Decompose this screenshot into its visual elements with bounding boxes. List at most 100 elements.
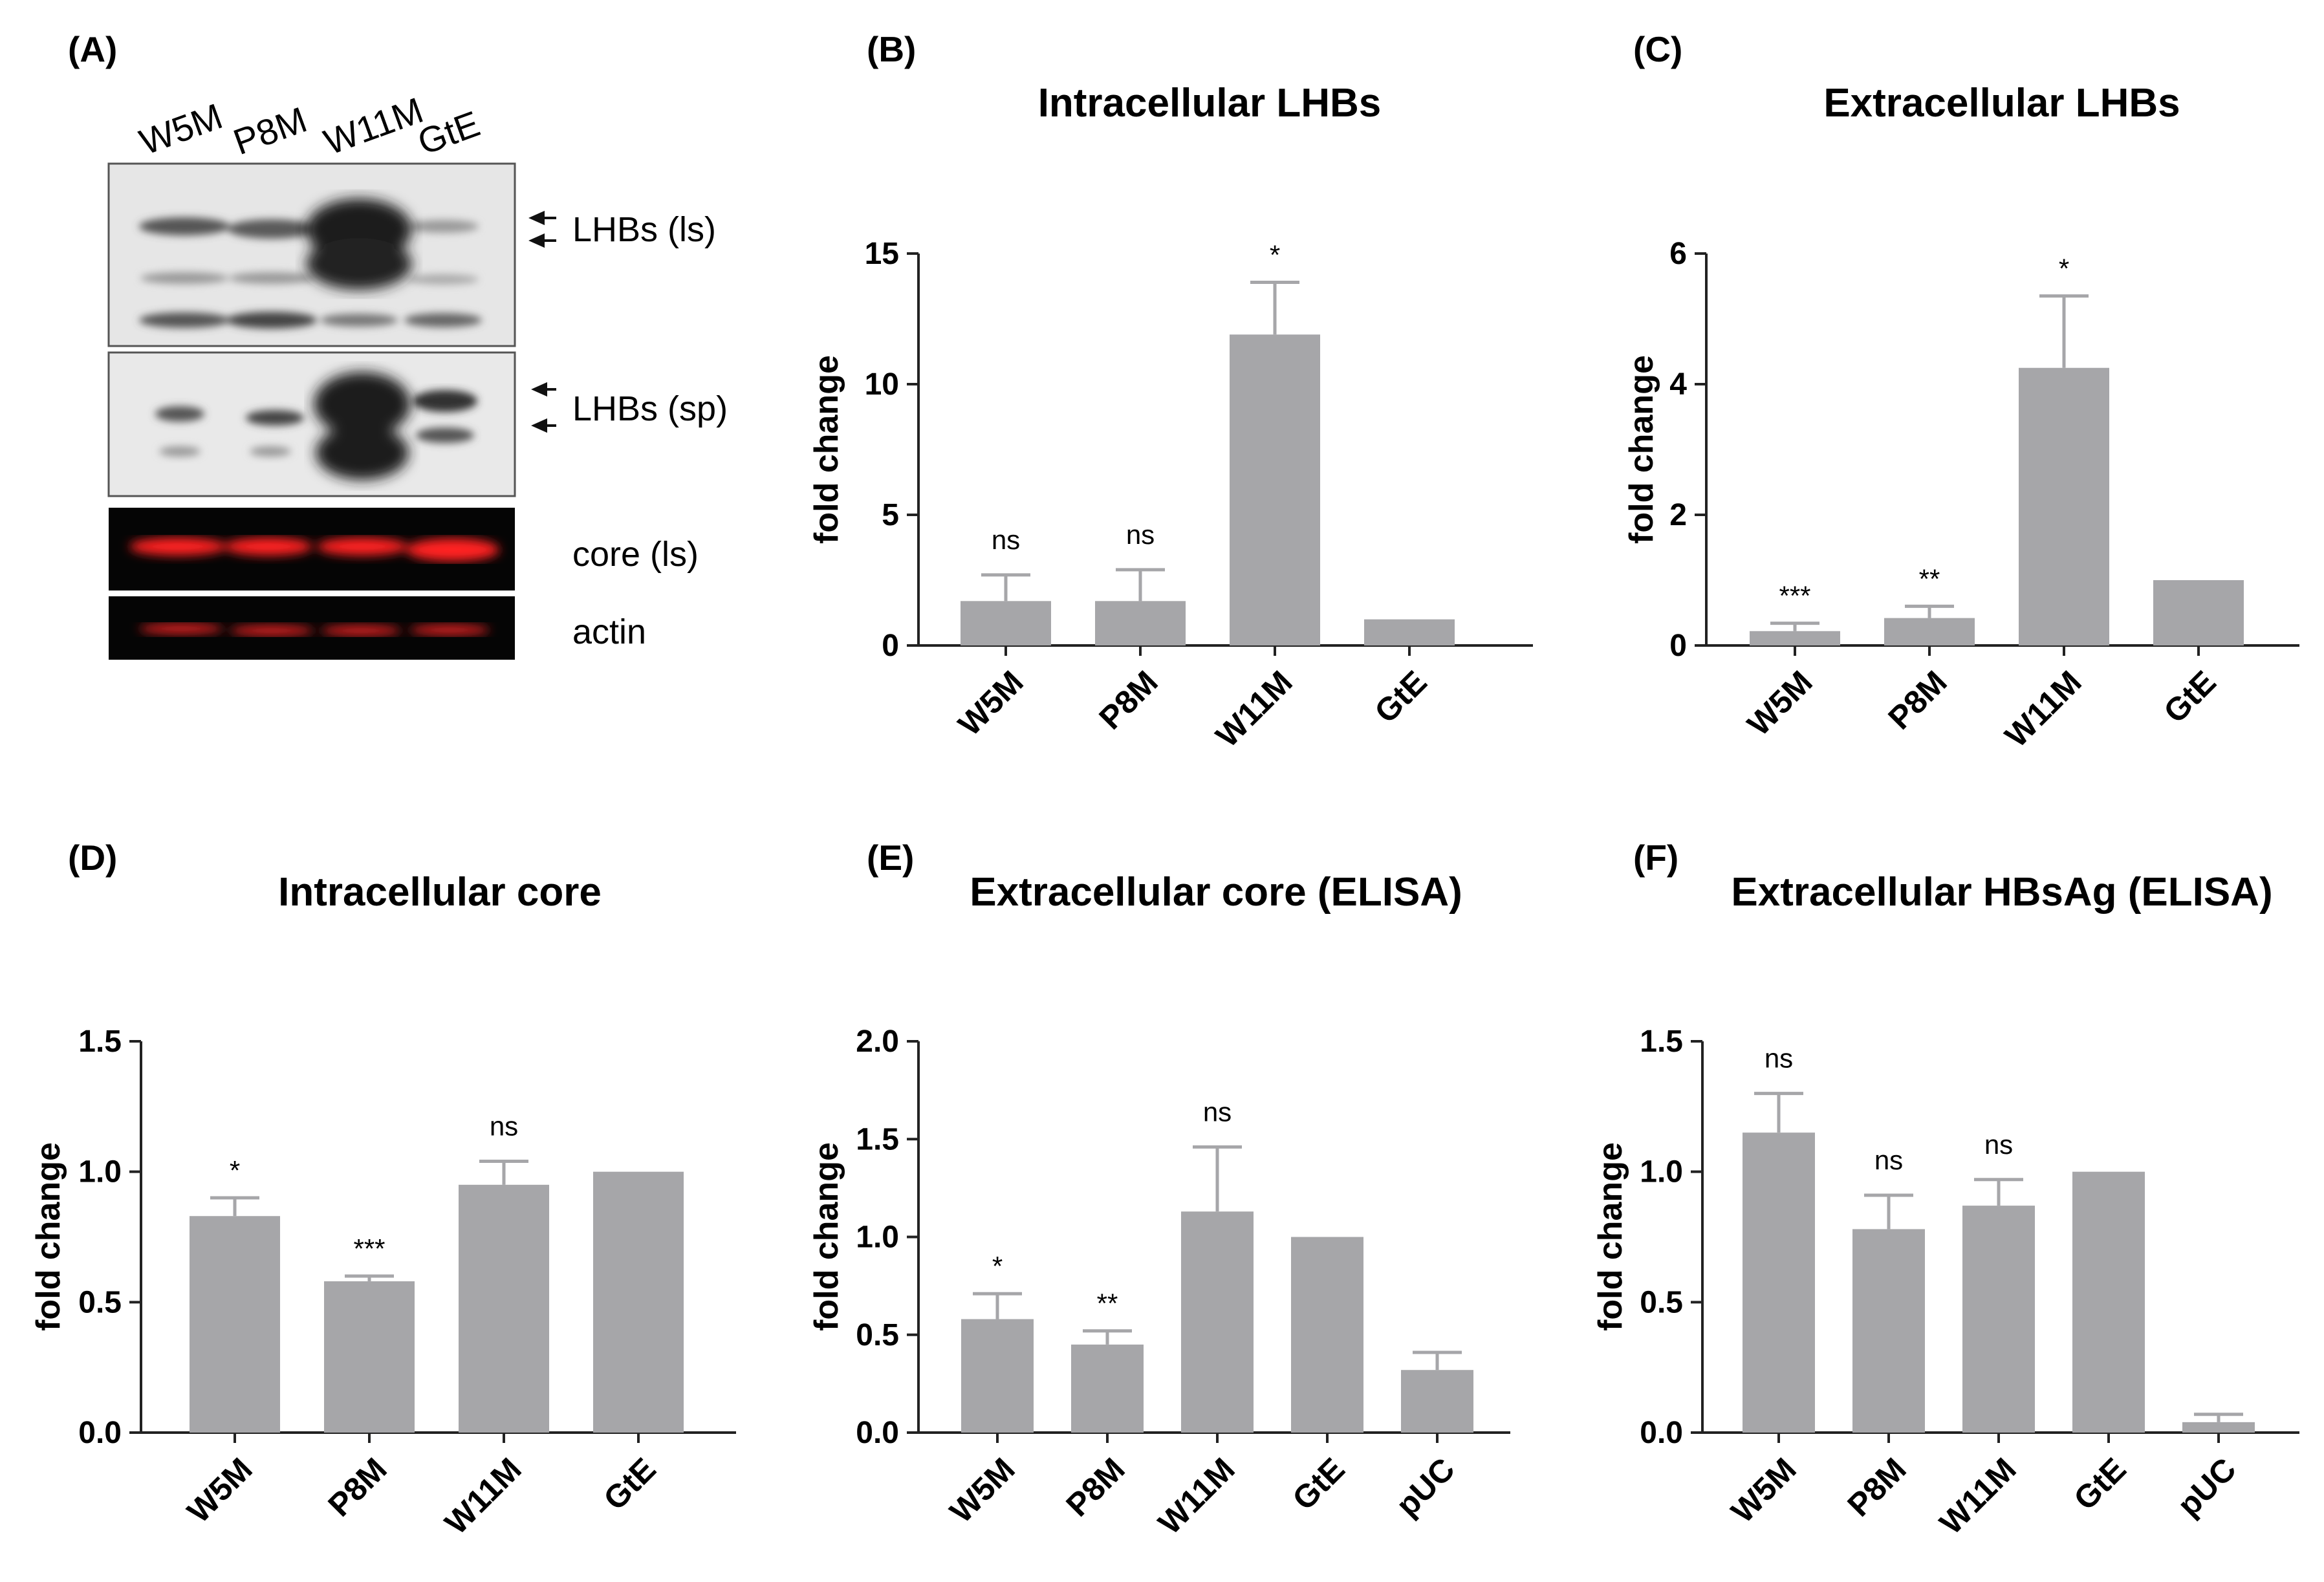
blot-lhbs-sp [107,351,516,497]
y-tick-label: 0.0 [78,1416,122,1450]
bar-p8m [1852,1229,1925,1433]
lane-label-w5m: W5M [135,95,228,162]
significance-label: * [1270,239,1280,270]
y-tick-label: 5 [882,498,899,532]
lane-label-w11m: W11M [319,89,429,162]
y-tick-label: 2 [1669,498,1687,532]
bar-p8m [324,1281,415,1433]
y-tick-label: 0.0 [856,1416,899,1450]
bar-gte [1364,619,1455,645]
panel-label-b: (B) [867,29,916,69]
x-tick-label: W5M [951,664,1030,742]
significance-label: ** [1097,1288,1118,1319]
significance-label: *** [1779,581,1810,611]
bar-puc [1401,1370,1473,1433]
lane-label-p8m: P8M [228,99,312,163]
chart-title: Extracellular core (ELISA) [970,870,1462,915]
y-tick-label: 10 [865,367,899,402]
y-axis-label: fold change [1592,1142,1629,1331]
y-tick-label: 1.5 [1640,1024,1683,1059]
bar-w11m [1230,334,1320,645]
blot-arrows [528,210,556,433]
x-tick-label: GtE [2067,1451,2133,1517]
x-tick-label: W5M [1741,664,1819,742]
blot-label-actin: actin [572,612,646,651]
significance-label: *** [353,1233,385,1264]
y-tick-label: 1.0 [78,1155,122,1189]
x-tick-label: W5M [1724,1451,1803,1530]
chart-title: Intracellular core [278,870,602,915]
bar-w11m [2019,367,2109,645]
y-tick-label: 1.5 [856,1122,899,1156]
blot-actin [109,596,515,660]
bar-gte [593,1171,684,1433]
y-axis-label: fold change [808,355,845,544]
x-tick-label: P8M [1881,664,1953,736]
bar-w5m [961,601,1051,645]
panel-label-f: (F) [1633,838,1678,878]
significance-label: ns [1126,519,1155,550]
bar-puc [2182,1422,2255,1433]
y-tick-label: 0.5 [1640,1285,1683,1319]
x-tick-label: W11M [1151,1451,1242,1541]
y-tick-label: 15 [865,237,899,271]
y-tick-label: 0 [882,629,899,663]
significance-label: ns [1765,1043,1793,1074]
y-axis-label: fold change [1623,355,1660,544]
blot-label-core-ls: core (ls) [572,535,699,574]
significance-label: ** [1919,563,1940,594]
bar-w11m [1181,1211,1254,1433]
y-tick-label: 0.5 [856,1318,899,1352]
lane-label-gte: GtE [413,103,485,162]
chart-title: Extracellular HBsAg (ELISA) [1731,870,2272,915]
y-tick-label: 0 [1669,629,1687,663]
blot-lhbs-ls [107,162,516,347]
bar-w5m [1750,631,1840,645]
x-tick-label: GtE [596,1451,662,1517]
significance-label: * [2059,254,2069,284]
x-tick-label: W11M [1998,664,2089,754]
bar-w5m [961,1319,1034,1433]
chart-b: (B) Intracellular LHBs fold change 0 5 10 15 ns… [808,29,1533,754]
blot-label-lhbs-sp: LHBs (sp) [572,389,728,428]
significance-label: ns [1203,1096,1232,1127]
blot-panel: (A) W5M P8M W11M GtE [68,29,728,660]
bar-w11m [459,1184,549,1433]
panel-label-a: (A) [68,29,117,69]
chart-d: (D) Intracellular core fold change 0.0 0.5 1.… [30,838,736,1541]
panel-label-e: (E) [867,838,914,878]
x-tick-label: P8M [1059,1451,1131,1523]
y-axis-label: fold change [30,1142,67,1331]
x-tick-label: P8M [1092,664,1164,736]
bar-p8m [1071,1344,1144,1433]
bar-gte [2072,1171,2145,1433]
x-tick-label: W5M [180,1451,259,1530]
y-axis-label: fold change [808,1142,845,1331]
x-tick-label: W11M [1933,1451,2023,1541]
bar-p8m [1884,618,1975,645]
y-tick-label: 1.0 [856,1220,899,1255]
y-tick-label: 1.5 [78,1024,122,1059]
y-tick-label: 1.0 [1640,1155,1683,1189]
x-tick-label: GtE [1285,1451,1351,1517]
charts: (B) Intracellular LHBs fold change 0 5 10 15 ns… [30,29,2299,1541]
y-tick-label: 0.5 [78,1285,122,1319]
x-tick-label: GtE [2156,664,2222,730]
blot-label-lhbs-ls: LHBs (ls) [572,210,716,249]
x-tick-label: W5M [943,1451,1022,1530]
x-tick-label: GtE [1367,664,1433,730]
x-tick-label: W11M [1209,664,1299,754]
significance-label: ns [490,1111,518,1142]
chart-e: (E) Extracellular core (ELISA) fold change… [808,838,1510,1541]
panel-label-d: (D) [68,838,117,878]
significance-label: ns [1874,1145,1903,1175]
panel-label-c: (C) [1633,29,1682,69]
y-tick-label: 6 [1669,237,1687,271]
y-tick-label: 0.0 [1640,1416,1683,1450]
y-tick-label: 4 [1669,367,1687,402]
x-tick-label: P8M [321,1451,393,1523]
bar-w11m [1962,1206,2035,1433]
bar-gte [2153,580,2244,645]
bar-w5m [1743,1132,1815,1433]
